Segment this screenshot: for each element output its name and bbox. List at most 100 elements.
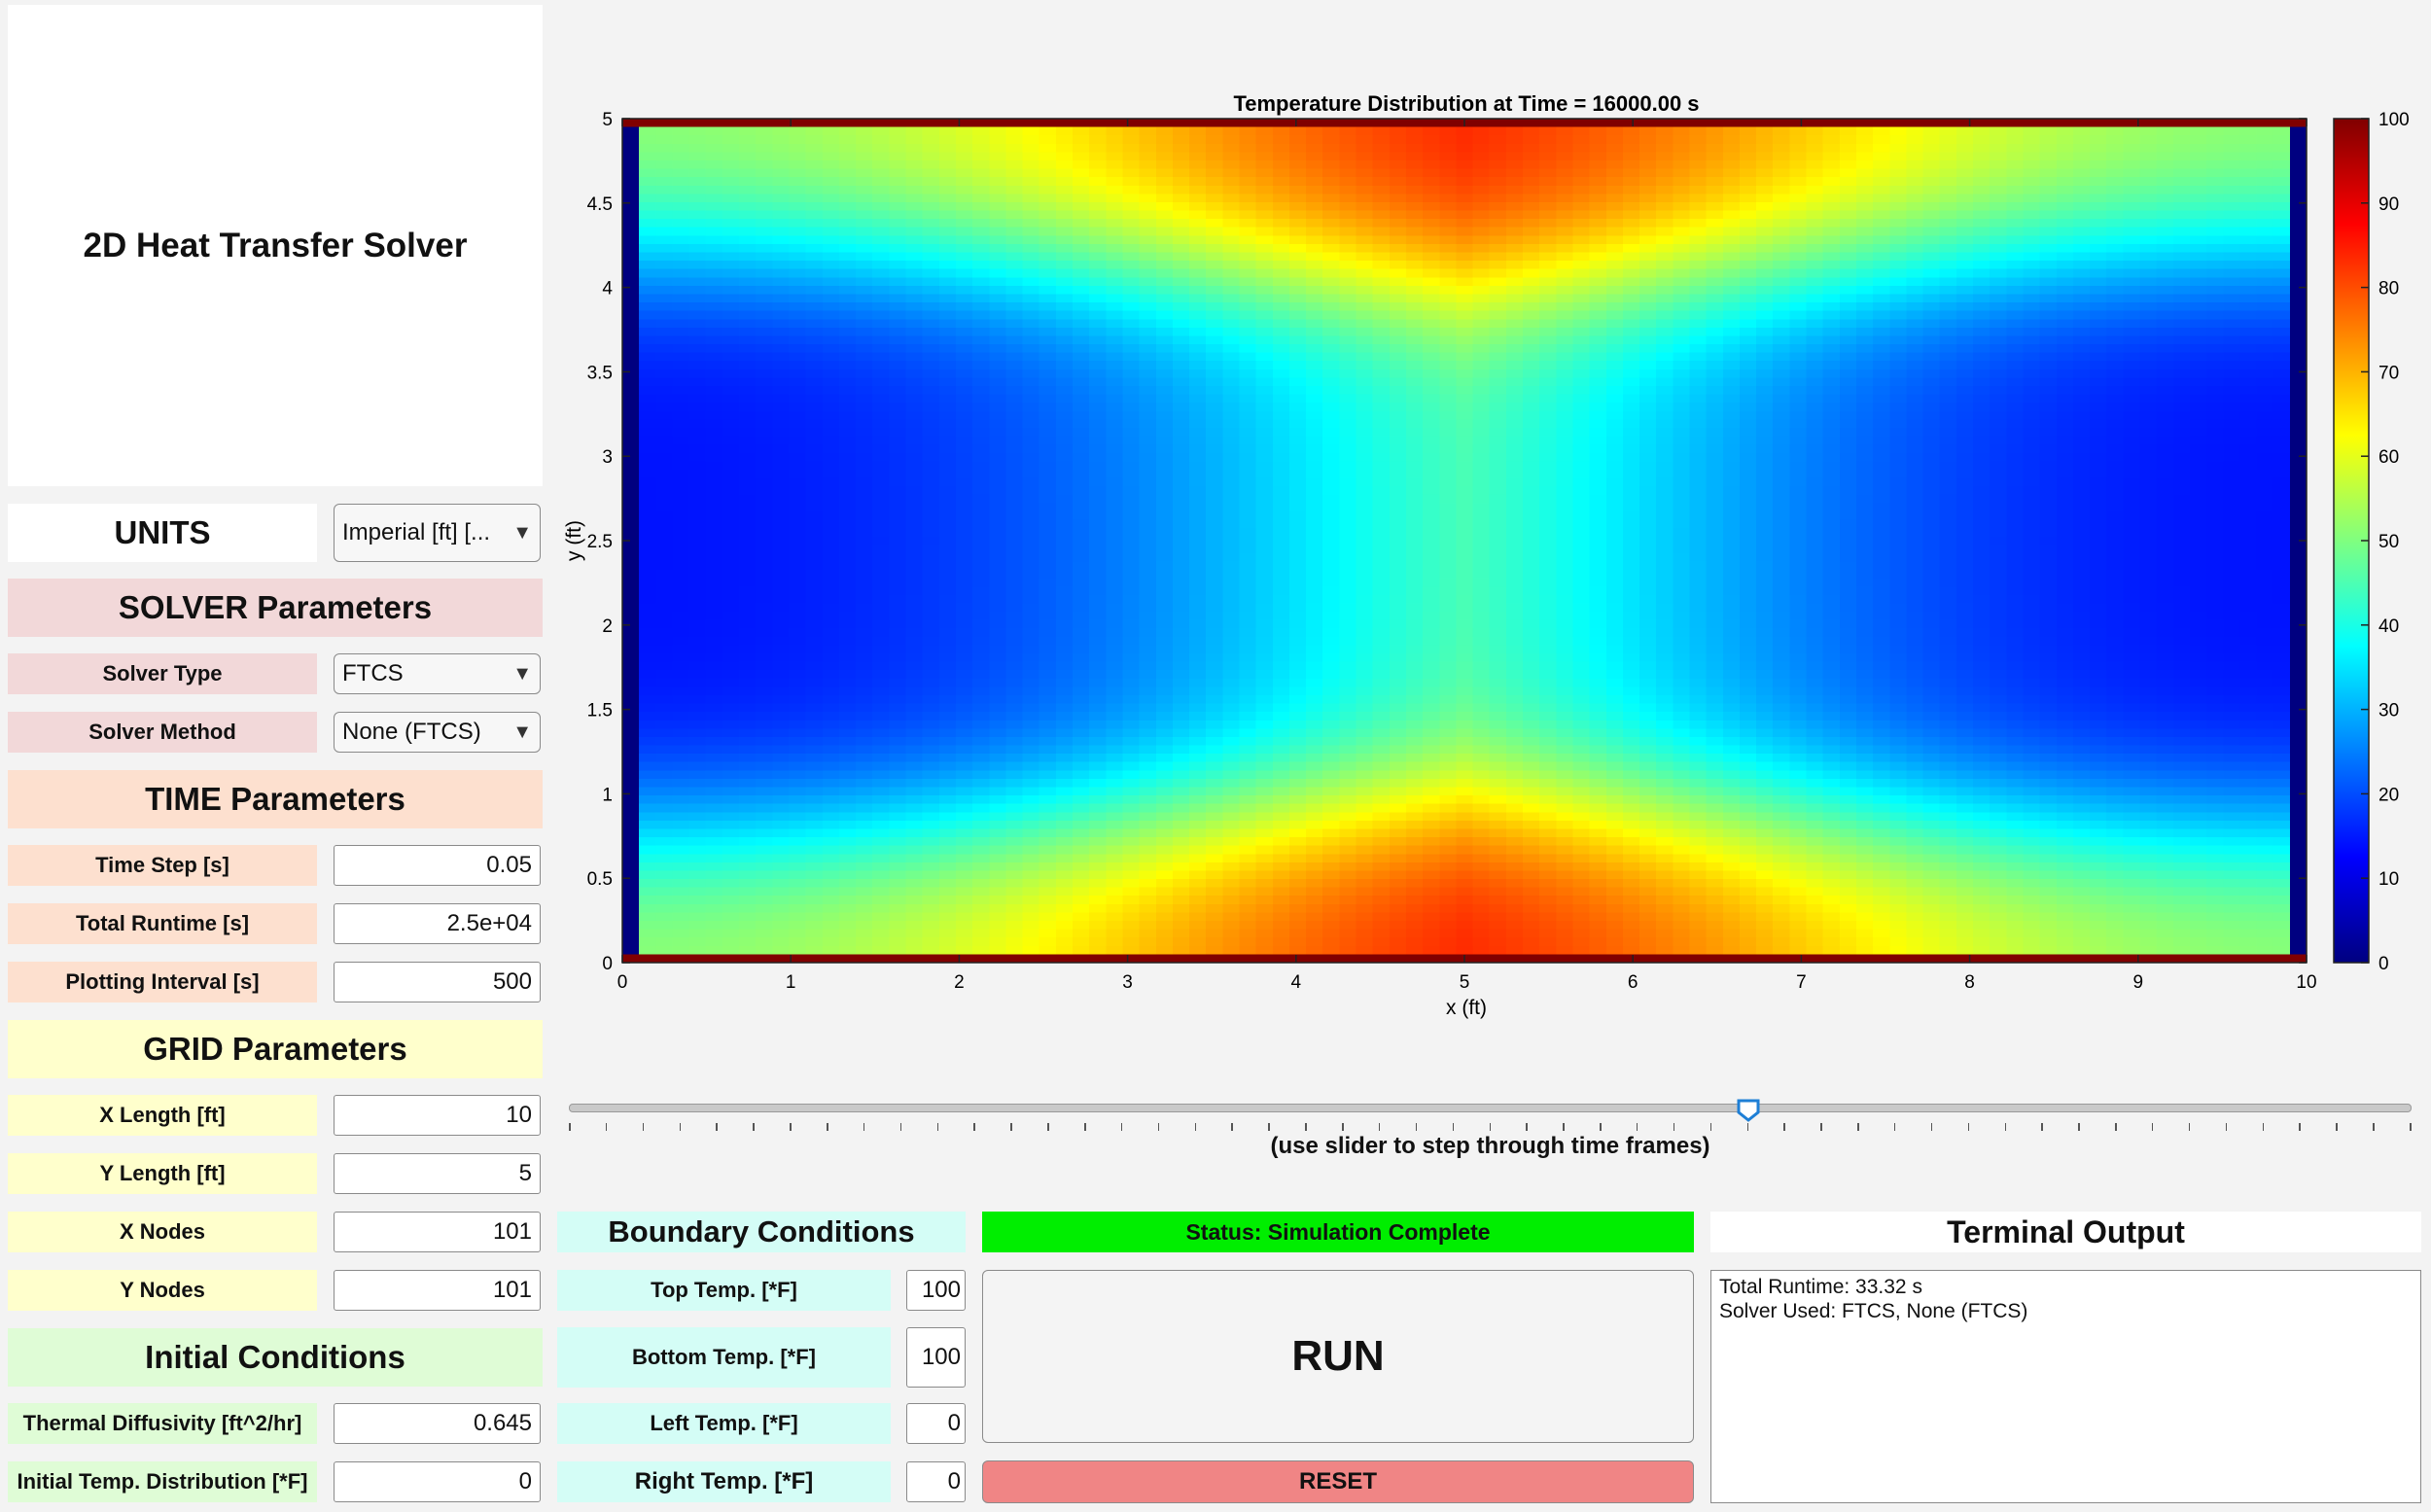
- colorbar-tick-label: 90: [2378, 194, 2399, 215]
- slider-tick: [1378, 1123, 1381, 1131]
- time-step-input[interactable]: 0.05: [334, 845, 541, 886]
- y-length-input[interactable]: 5: [334, 1153, 541, 1194]
- slider-thumb[interactable]: [1737, 1099, 1760, 1122]
- initial-temp-label: Initial Temp. Distribution [*F]: [8, 1461, 317, 1502]
- chart-title: Temperature Distribution at Time = 16000…: [1233, 91, 1699, 116]
- solver-type-label: Solver Type: [8, 653, 317, 694]
- run-button[interactable]: RUN: [982, 1270, 1694, 1443]
- x-tick-label: 8: [1964, 972, 1975, 993]
- slider-tick: [1673, 1123, 1675, 1131]
- x-length-input[interactable]: 10: [334, 1095, 541, 1136]
- x-axis: 0 1 2 3 4 5 6 7 8 9 10: [617, 119, 2317, 993]
- slider-caption: (use slider to step through time frames): [1270, 1133, 1710, 1159]
- slider-tick: [1231, 1123, 1233, 1131]
- colorbar-tick-label: 0: [2378, 954, 2389, 974]
- slider-tick: [1305, 1123, 1307, 1131]
- chevron-down-icon: ▼: [512, 662, 532, 685]
- slider-tick: [2151, 1123, 2154, 1131]
- plotting-interval-label: Plotting Interval [s]: [8, 962, 317, 1002]
- right-temp-input[interactable]: 0: [906, 1461, 966, 1502]
- units-selected: Imperial [ft] [...: [342, 519, 491, 545]
- terminal-line: Total Runtime: 33.32 s: [1719, 1276, 1922, 1298]
- solver-header: SOLVER Parameters: [8, 579, 543, 637]
- status-bar: Status: Simulation Complete: [982, 1212, 1694, 1252]
- slider-tick: [2336, 1123, 2338, 1131]
- initial-header: Initial Conditions: [8, 1328, 543, 1387]
- total-runtime-input[interactable]: 2.5e+04: [334, 903, 541, 944]
- y-tick-label: 5: [602, 110, 613, 130]
- colorbar-tick-label: 80: [2378, 279, 2399, 299]
- left-temp-input[interactable]: 0: [906, 1403, 966, 1444]
- slider-tick: [642, 1123, 645, 1131]
- colorbar-ticks: 0 10 20 30 40 50 60 70 80 90 100: [2361, 110, 2410, 974]
- slider-tick: [2225, 1123, 2228, 1131]
- time-slider[interactable]: [569, 1089, 2412, 1147]
- terminal-output: Total Runtime: 33.32 s Solver Used: FTCS…: [1710, 1270, 2421, 1503]
- y-tick-label: 2: [602, 616, 613, 637]
- plotting-interval-input[interactable]: 500: [334, 962, 541, 1002]
- slider-tick: [1636, 1123, 1638, 1131]
- y-tick-label: 4.5: [587, 194, 613, 215]
- slider-tick: [790, 1123, 792, 1131]
- heatmap-chart: Temperature Distribution at Time = 16000…: [563, 91, 2410, 1019]
- slider-tick: [2299, 1123, 2301, 1131]
- thermal-diffusivity-input[interactable]: 0.645: [334, 1403, 541, 1444]
- slider-track[interactable]: [569, 1104, 2412, 1112]
- x-tick-label: 9: [2133, 972, 2144, 993]
- y-tick-label: 3.5: [587, 363, 613, 383]
- initial-temp-input[interactable]: 0: [334, 1461, 541, 1502]
- y-tick-label: 0.5: [587, 869, 613, 890]
- solver-method-dropdown[interactable]: None (FTCS) ▼: [334, 712, 541, 753]
- y-tick-label: 2.5: [587, 532, 613, 552]
- x-nodes-label: X Nodes: [8, 1212, 317, 1252]
- grid-header: GRID Parameters: [8, 1020, 543, 1078]
- terminal-header: Terminal Output: [1710, 1212, 2421, 1252]
- slider-tick: [1746, 1123, 1749, 1131]
- solver-type-dropdown[interactable]: FTCS ▼: [334, 653, 541, 694]
- chevron-down-icon: ▼: [512, 521, 532, 544]
- slider-tick: [679, 1123, 682, 1131]
- slider-tick: [2041, 1123, 2043, 1131]
- y-nodes-label: Y Nodes: [8, 1270, 317, 1311]
- solver-method-label: Solver Method: [8, 712, 317, 753]
- colorbar-tick-label: 30: [2378, 701, 2399, 721]
- slider-tick: [716, 1123, 718, 1131]
- slider-tick: [1047, 1123, 1049, 1131]
- slider-tick: [569, 1123, 571, 1131]
- x-tick-label: 3: [1122, 972, 1133, 993]
- x-nodes-input[interactable]: 101: [334, 1212, 541, 1252]
- slider-tick: [1783, 1123, 1785, 1131]
- solver-method-selected: None (FTCS): [342, 719, 481, 745]
- reset-button[interactable]: RESET: [982, 1460, 1694, 1503]
- slider-tick: [1563, 1123, 1565, 1131]
- units-label: UNITS: [8, 504, 317, 562]
- top-temp-input[interactable]: 100: [906, 1270, 966, 1311]
- bottom-temp-input[interactable]: 100: [906, 1327, 966, 1388]
- slider-tick: [1268, 1123, 1270, 1131]
- x-tick-label: 0: [617, 972, 628, 993]
- slider-tick: [2078, 1123, 2080, 1131]
- y-axis-label: y (ft): [563, 520, 585, 561]
- slider-tick: [936, 1123, 939, 1131]
- colorbar-tick-label: 20: [2378, 785, 2399, 805]
- x-tick-label: 10: [2296, 972, 2316, 993]
- slider-tick: [899, 1123, 902, 1131]
- slider-tick: [1857, 1123, 1859, 1131]
- colorbar-tick-label: 70: [2378, 363, 2399, 383]
- slider-tick: [1194, 1123, 1197, 1131]
- x-tick-label: 2: [954, 972, 965, 993]
- x-tick-label: 1: [786, 972, 796, 993]
- y-nodes-input[interactable]: 101: [334, 1270, 541, 1311]
- units-dropdown[interactable]: Imperial [ft] [... ▼: [334, 504, 541, 562]
- slider-tick: [1967, 1123, 1970, 1131]
- y-tick-label: 4: [602, 279, 613, 299]
- slider-tick: [1157, 1123, 1160, 1131]
- colorbar-tick-label: 10: [2378, 869, 2399, 890]
- top-temp-label: Top Temp. [*F]: [557, 1270, 891, 1311]
- boundary-header: Boundary Conditions: [557, 1212, 966, 1252]
- x-axis-label: x (ft): [1446, 997, 1487, 1019]
- slider-tick: [1120, 1123, 1123, 1131]
- x-tick-label: 6: [1628, 972, 1638, 993]
- y-tick-label: 1.5: [587, 701, 613, 721]
- x-tick-label: 5: [1460, 972, 1470, 993]
